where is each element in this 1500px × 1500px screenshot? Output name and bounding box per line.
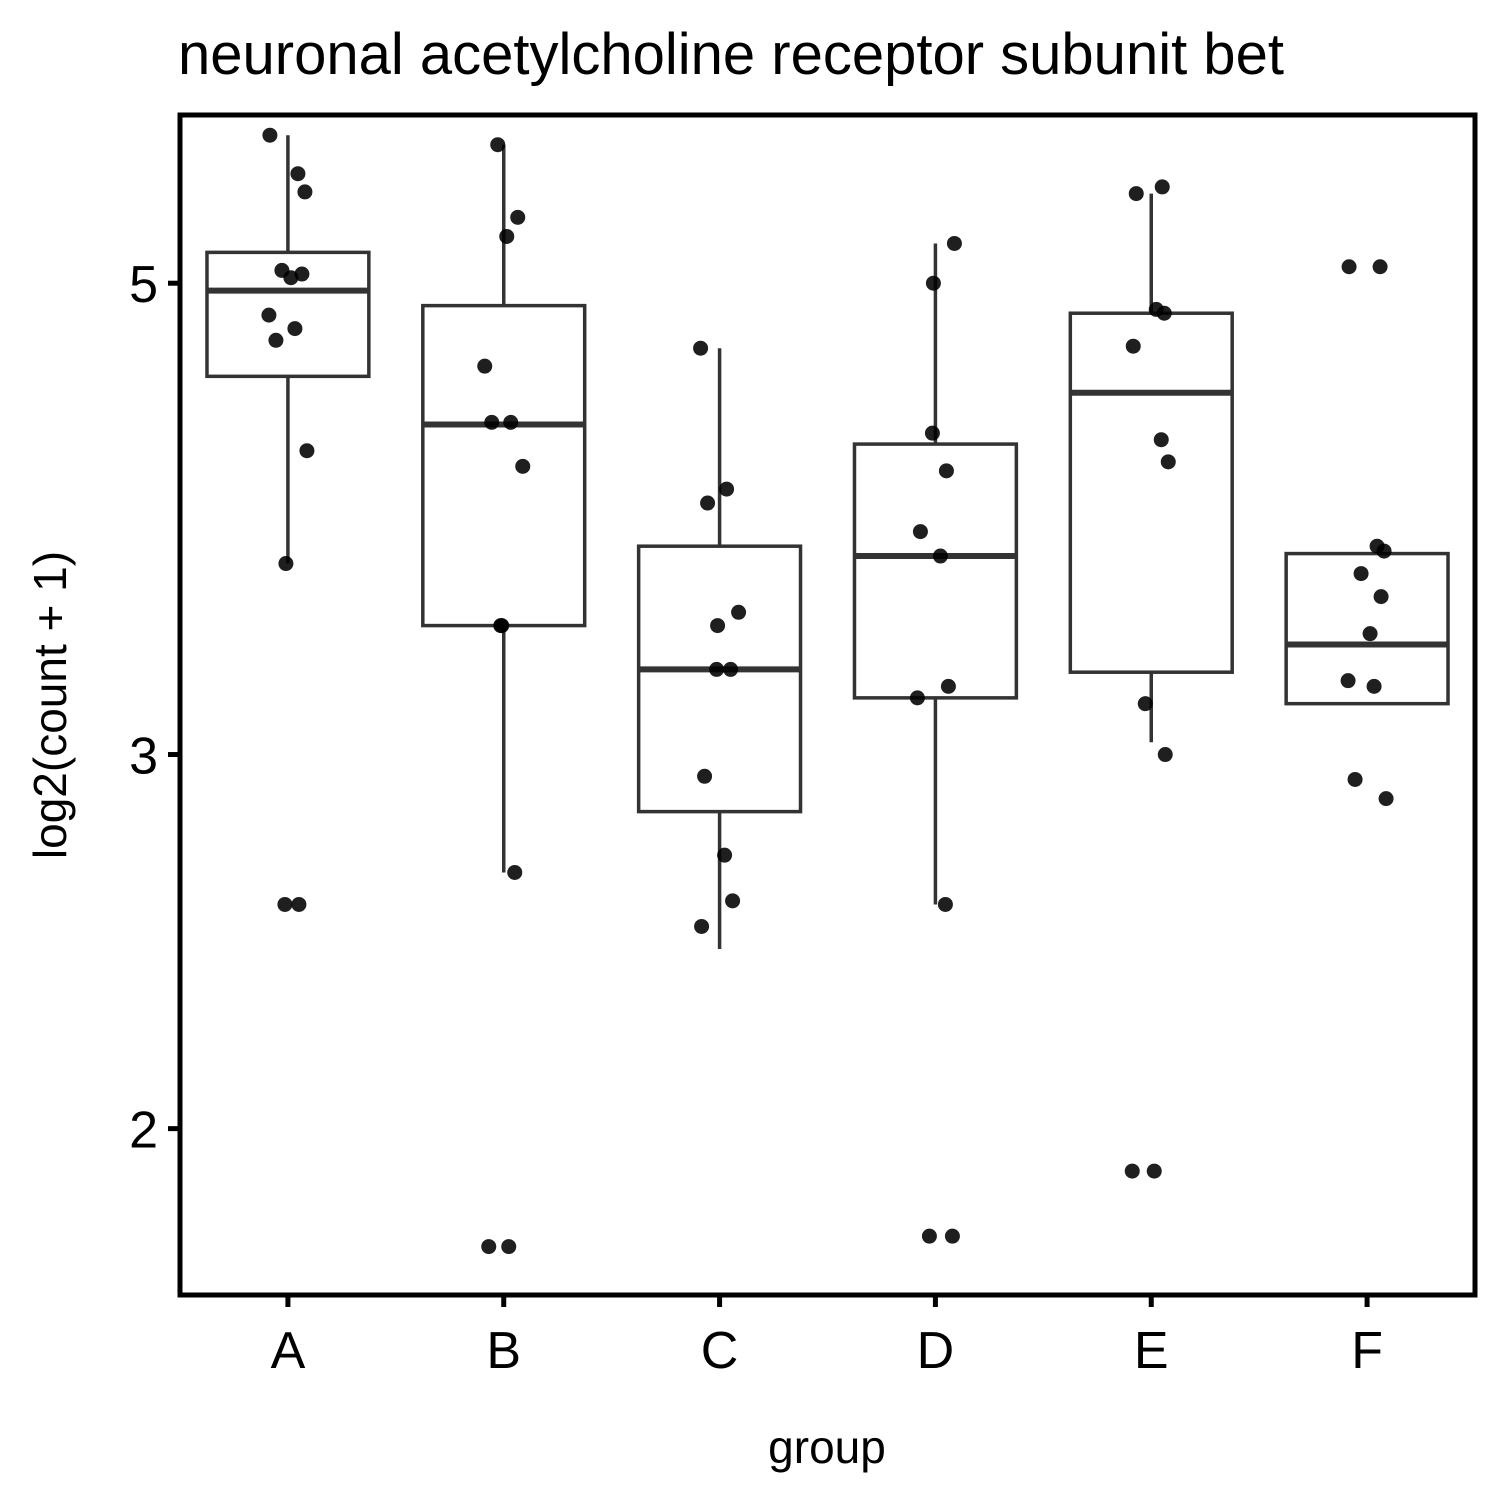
data-point-E-5	[1153, 432, 1169, 448]
data-point-C-10	[694, 918, 710, 934]
data-point-D-10	[921, 1228, 937, 1244]
data-point-C-6	[723, 661, 739, 677]
x-axis-title: group	[768, 1421, 886, 1473]
data-point-F-4	[1353, 566, 1369, 582]
data-point-B-10	[481, 1239, 497, 1255]
data-point-E-3	[1156, 305, 1172, 321]
data-point-F-7	[1340, 673, 1356, 689]
x-tick-label-A: A	[271, 1322, 306, 1380]
data-point-E-0	[1154, 179, 1170, 195]
data-point-F-10	[1378, 791, 1394, 807]
data-point-B-6	[515, 458, 531, 474]
data-point-D-1	[925, 275, 941, 291]
y-tick-label-2: 2	[129, 1102, 158, 1160]
data-point-D-5	[932, 548, 948, 564]
plot-layer: 2 3 5 A B C D E F	[129, 112, 1478, 1380]
x-tick-label-D: D	[917, 1322, 955, 1380]
data-point-B-0	[490, 137, 506, 153]
plot-panel-border	[177, 112, 1478, 1298]
data-point-F-1	[1341, 259, 1357, 275]
data-point-B-3	[477, 358, 493, 374]
data-point-A-2	[297, 184, 313, 200]
y-tick-label-3: 3	[129, 728, 158, 786]
box-C	[636, 544, 803, 814]
box-B	[421, 303, 587, 628]
x-tick-label-B: B	[486, 1322, 521, 1380]
box-E	[1068, 311, 1234, 674]
data-point-D-6	[940, 678, 956, 694]
data-point-A-9	[299, 443, 315, 459]
data-point-F-3	[1376, 543, 1392, 559]
data-point-F-9	[1347, 771, 1363, 787]
data-point-D-8	[937, 896, 953, 912]
data-point-C-8	[717, 847, 733, 863]
data-point-B-4	[503, 414, 519, 430]
data-point-A-0	[262, 127, 278, 143]
data-point-B-8	[493, 618, 509, 634]
data-point-D-7	[909, 690, 925, 706]
data-point-B-9	[507, 864, 523, 880]
data-point-D-3	[938, 463, 954, 479]
data-point-E-4	[1125, 338, 1141, 354]
data-point-B-5	[484, 414, 500, 430]
box-D	[852, 442, 1019, 700]
data-point-B-11	[501, 1239, 517, 1255]
x-tick-label-F: F	[1351, 1322, 1383, 1380]
data-point-A-7	[287, 321, 303, 337]
data-point-A-1	[290, 166, 306, 182]
data-point-A-6	[261, 307, 277, 323]
data-point-C-9	[725, 893, 741, 909]
data-point-B-1	[510, 209, 526, 225]
data-point-A-5	[283, 270, 299, 286]
data-point-A-11	[277, 896, 293, 912]
data-point-E-1	[1128, 186, 1144, 202]
data-point-C-7	[697, 768, 713, 784]
data-point-F-6	[1362, 626, 1378, 642]
data-point-A-10	[278, 556, 294, 572]
data-point-C-2	[700, 495, 716, 511]
data-point-D-9	[944, 1228, 960, 1244]
data-point-A-12	[291, 896, 307, 912]
data-point-C-4	[710, 618, 726, 634]
data-point-A-8	[268, 332, 284, 348]
data-point-D-0	[946, 235, 962, 251]
x-tick-label-C: C	[701, 1322, 739, 1380]
data-point-D-4	[912, 524, 928, 540]
data-point-E-9	[1146, 1163, 1162, 1179]
data-point-C-3	[731, 604, 747, 620]
data-point-C-1	[719, 481, 735, 497]
data-point-B-2	[499, 228, 515, 244]
y-axis-title: log2(count + 1)	[24, 551, 76, 859]
data-point-F-0	[1372, 259, 1388, 275]
data-point-E-10	[1124, 1163, 1140, 1179]
data-point-C-5	[709, 661, 725, 677]
data-point-F-8	[1366, 678, 1382, 694]
data-point-E-7	[1137, 696, 1153, 712]
data-point-E-6	[1160, 454, 1176, 470]
chart-title: neuronal acetylcholine receptor subunit …	[178, 22, 1284, 87]
data-point-E-8	[1157, 747, 1173, 763]
x-tick-label-E: E	[1134, 1322, 1169, 1380]
data-point-C-0	[693, 340, 709, 356]
y-tick-label-5: 5	[129, 256, 158, 314]
data-point-F-5	[1373, 589, 1389, 605]
data-point-D-2	[924, 425, 940, 441]
